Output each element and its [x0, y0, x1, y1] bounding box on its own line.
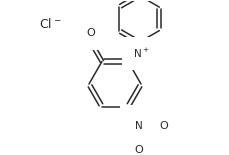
Text: O: O — [134, 145, 143, 155]
Text: O: O — [86, 28, 95, 38]
Text: N$^+$: N$^+$ — [132, 47, 149, 60]
Text: O: O — [158, 121, 167, 131]
Text: Cl$^-$: Cl$^-$ — [38, 17, 61, 31]
Text: N: N — [135, 121, 142, 131]
